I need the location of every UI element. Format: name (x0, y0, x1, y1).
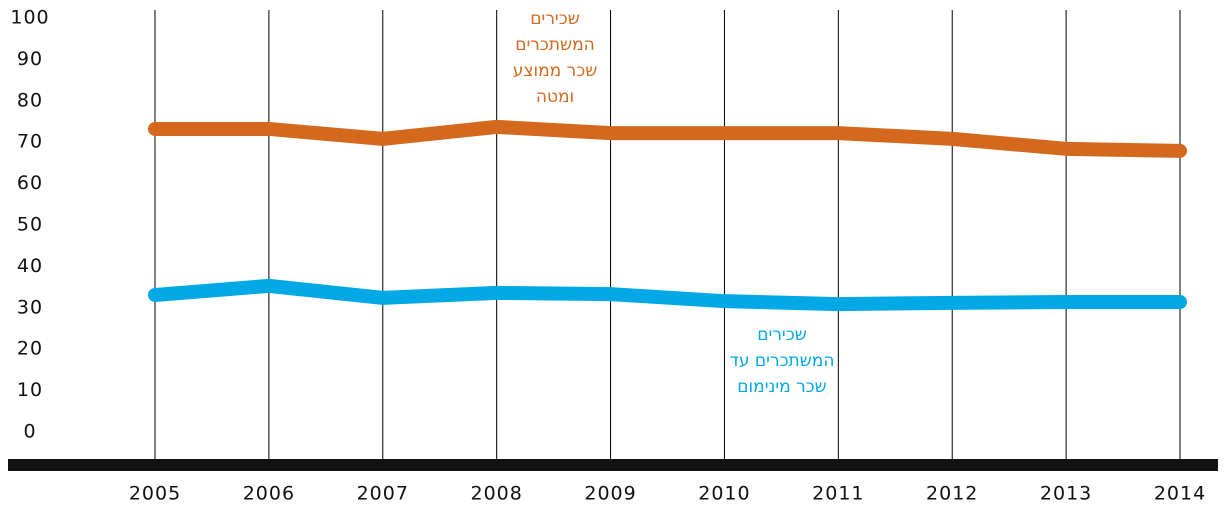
series-line (148, 278, 1187, 312)
y-tick-label: 20 (17, 338, 43, 360)
y-tick-label: 80 (17, 89, 43, 111)
y-tick-label: 100 (10, 7, 49, 29)
x-tick-label: 2005 (129, 483, 181, 505)
x-tick-label: 2008 (470, 483, 522, 505)
x-tick-label: 2007 (357, 483, 409, 505)
x-tick-label: 2012 (926, 483, 978, 505)
y-tick-label: 90 (17, 48, 43, 70)
y-tick-label: 70 (17, 131, 43, 153)
x-tick-label: 2010 (698, 483, 750, 505)
y-tick-label: 0 (23, 421, 36, 443)
series-line (148, 119, 1187, 158)
x-tick-label: 2009 (584, 483, 636, 505)
series-label: שכירים המשתכרים עד שכר מינימום (727, 322, 837, 400)
x-tick-label: 2011 (812, 483, 864, 505)
series-label: שכירים המשתכרים שכר ממוצע ומטה (500, 6, 610, 110)
y-tick-label: 10 (17, 379, 43, 401)
x-tick-label: 2013 (1040, 483, 1092, 505)
x-tick-label: 2014 (1154, 483, 1206, 505)
y-tick-label: 30 (17, 296, 43, 318)
y-tick-label: 60 (17, 172, 43, 194)
x-axis (8, 459, 1218, 471)
x-tick-label: 2006 (243, 483, 295, 505)
y-tick-label: 50 (17, 214, 43, 236)
y-tick-label: 40 (17, 255, 43, 277)
